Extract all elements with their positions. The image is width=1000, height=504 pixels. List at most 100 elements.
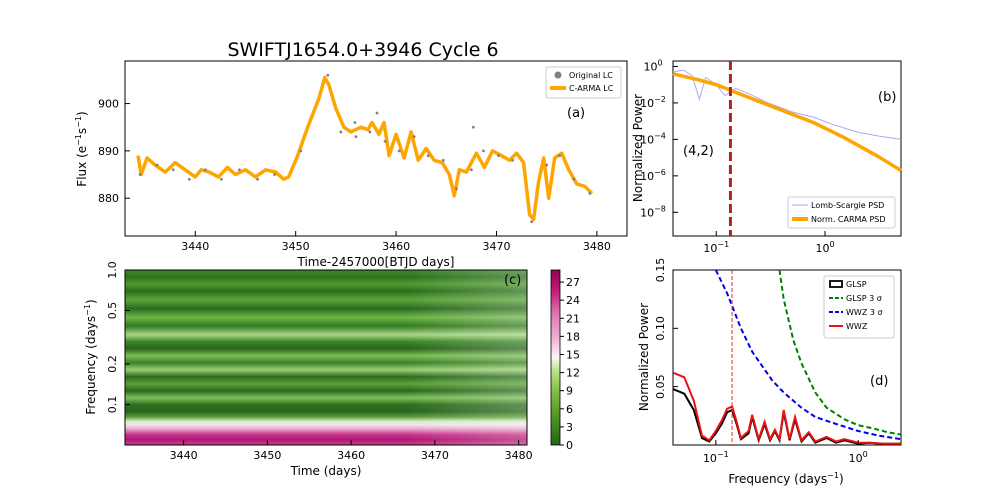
x-tick-label: 3460 xyxy=(382,240,410,253)
x-tick-label: 3470 xyxy=(421,449,449,462)
panel-d-ylabel: Normalized Power xyxy=(637,303,651,411)
y-tick-label: 10−2 xyxy=(640,95,666,110)
x-tick-label: 3470 xyxy=(482,240,510,253)
original-lc-point xyxy=(155,163,159,167)
panel-c-label: (c) xyxy=(504,273,521,288)
panel-a-legend: Original LC C-ARMA LC xyxy=(545,66,622,99)
periodogram-line xyxy=(673,371,901,445)
panel-a-frame xyxy=(124,60,628,237)
panel-b-legend: Lomb-Scargle PSD Norm. CARMA PSD xyxy=(787,196,896,229)
figure-title: SWIFTJ1654.0+3946 Cycle 6 xyxy=(227,39,498,61)
periodogram-line xyxy=(673,388,901,445)
colorbar-tick-label: 12 xyxy=(566,367,580,380)
panel-d-legend: GLSP GLSP 3 σ WWZ 3 σ WWZ xyxy=(823,275,895,339)
legend-label-glsp3: GLSP 3 σ xyxy=(846,294,882,303)
panel-a-label: (a) xyxy=(567,106,585,121)
tick-exponent: −2 xyxy=(654,95,666,104)
legend-label-glsp: GLSP xyxy=(846,280,867,289)
tick-base: 10 xyxy=(640,206,654,219)
original-lc-point xyxy=(412,135,416,139)
panel-d-frame xyxy=(672,269,902,446)
colorbar-tick-label: 18 xyxy=(566,330,580,343)
original-lc-point xyxy=(545,163,549,167)
legend-label-wwz3: WWZ 3 σ xyxy=(846,308,883,317)
tick-exponent: 0 xyxy=(657,58,662,67)
original-lc-point xyxy=(354,135,358,139)
tick-base: 10 xyxy=(849,452,863,465)
tick-exponent: −1 xyxy=(717,450,729,459)
tick-base: 10 xyxy=(815,242,829,255)
y-tick-label: 10−8 xyxy=(640,204,666,219)
y-tick-label: 100 xyxy=(643,58,662,73)
legend-box xyxy=(545,66,622,99)
y-tick-label: 10−6 xyxy=(640,168,666,183)
original-lc-point xyxy=(426,154,430,157)
tick-exponent: −1 xyxy=(717,240,729,249)
x-tick-label: 3460 xyxy=(337,449,365,462)
x-tick-label: 3450 xyxy=(282,240,310,253)
y-tick-label: 900 xyxy=(98,98,119,111)
panel-c-xlabel: Time (days) xyxy=(290,464,362,478)
original-lc-point xyxy=(375,111,379,115)
original-lc-point xyxy=(441,158,445,162)
y-tick-label: 0.1 xyxy=(106,396,119,414)
legend-box xyxy=(823,275,895,339)
x-tick-label: 3480 xyxy=(505,449,533,462)
threshold-line xyxy=(714,270,901,441)
y-tick-label: 0.10 xyxy=(654,316,667,341)
original-lc-point xyxy=(530,220,534,224)
panel-a-ticks: 3440 3450 3460 3470 3480 880 890 900 xyxy=(98,98,611,253)
original-lc-point xyxy=(326,73,330,77)
x-tick-label: 10−1 xyxy=(703,450,729,465)
y-tick-label: 0.2 xyxy=(106,355,119,373)
original-lc-point xyxy=(558,154,562,157)
tick-base: 10 xyxy=(703,452,717,465)
original-lc-point xyxy=(497,154,500,157)
panel-a-lightcurve: 3440 3450 3460 3470 3480 880 890 900 (a) Time-2… xyxy=(74,60,628,269)
original-lc-point xyxy=(339,130,343,134)
panel-c-ylabel: Frequency (days−1) xyxy=(83,299,98,414)
x-tick-label: 3480 xyxy=(583,240,611,253)
tick-base: 10 xyxy=(643,60,657,73)
x-tick-label: 3450 xyxy=(253,449,281,462)
original-lc-point xyxy=(299,149,303,153)
panel-b-frame xyxy=(672,60,902,237)
panel-a-plot xyxy=(136,73,594,224)
tick-exponent: −6 xyxy=(654,168,666,177)
tick-base: 10 xyxy=(640,133,654,146)
carma-psd-line xyxy=(672,72,902,172)
tick-exponent: −8 xyxy=(654,204,666,213)
original-lc-point xyxy=(397,149,401,153)
original-lc-point xyxy=(273,173,276,176)
original-lc-point xyxy=(471,125,475,129)
legend-marker-original xyxy=(554,71,562,79)
colorbar-tick-label: 0 xyxy=(566,439,573,452)
original-lc-point xyxy=(368,130,372,134)
x-tick-label: 3440 xyxy=(170,449,198,462)
original-lc-point xyxy=(469,168,473,172)
legend-label-wwz: WWZ xyxy=(846,322,868,331)
legend-label-carma-psd: Norm. CARMA PSD xyxy=(811,215,886,224)
panel-a-xlabel: Time-2457000[BTJD days] xyxy=(297,255,455,269)
panel-c-heatmap-fade xyxy=(125,270,527,445)
legend-label-lomb: Lomb-Scargle PSD xyxy=(811,201,884,210)
y-tick-label: 0.5 xyxy=(106,302,119,320)
colorbar-tick-label: 24 xyxy=(566,294,580,307)
tick-base: 10 xyxy=(703,242,717,255)
original-lc-point xyxy=(383,140,387,143)
x-tick-label: 3440 xyxy=(181,240,209,253)
colorbar-tick-label: 15 xyxy=(566,348,580,361)
panel-d-xlabel: Frequency (days−1) xyxy=(728,471,843,486)
legend-label-carma: C-ARMA LC xyxy=(569,84,614,93)
panel-b-ylabel: Normalized Power xyxy=(631,94,645,202)
original-lc-point xyxy=(238,168,241,172)
colorbar-tick-label: 27 xyxy=(566,276,580,289)
original-lc-point xyxy=(482,149,485,153)
original-lc-point xyxy=(572,177,576,181)
tick-base: 10 xyxy=(640,97,654,110)
colorbar-ticks: 0 3 6 9 12 15 18 21 24 27 xyxy=(560,276,580,452)
panel-a-ylabel: Flux (e−1s−1) xyxy=(74,111,89,186)
original-lc-point xyxy=(171,168,175,172)
